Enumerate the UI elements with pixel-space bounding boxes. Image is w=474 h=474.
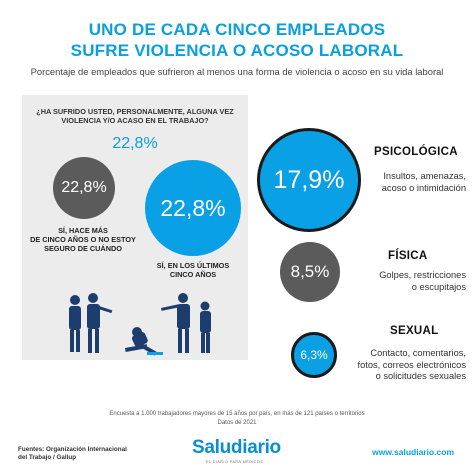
seated-figure-center	[125, 327, 157, 356]
workplace-harassment-illustration	[69, 293, 211, 356]
psychological-desc-line-1: Insultos, amenazas,	[383, 171, 466, 181]
sources-line-2: del Trabajo / Gallup	[18, 454, 77, 461]
physical-label: FÍSICA	[388, 250, 428, 262]
recent-bubble: 22,8%	[145, 160, 241, 256]
recent-caption-line-1: SÍ, EN LOS ÚLTIMOS	[156, 261, 230, 270]
physical-value: 8,5%	[290, 262, 330, 281]
survey-question: ¿HA SUFRIDO USTED, PERSONALMENTE, ALGUNA…	[30, 107, 240, 125]
sexual-value: 6,3%	[300, 348, 328, 362]
sources: Fuentes: Organización Internacional del …	[18, 446, 127, 462]
sources-line-1: Fuentes: Organización Internacional	[18, 446, 127, 453]
sexual-label: SEXUAL	[390, 325, 439, 337]
survey-note-line-1: Encuesta a 1.000 trabajadores mayores de…	[109, 411, 365, 417]
past-bubble: 22,8%	[53, 157, 115, 219]
sexual-desc-line-2: fotos, correos electrónicos	[357, 359, 466, 370]
website-url: www.saludiario.com	[372, 447, 454, 457]
title-line-2: SUFRE VIOLENCIA O ACOSO LABORAL	[70, 41, 404, 60]
psychological-value: 17,9%	[273, 165, 345, 194]
recent-caption: SÍ, EN LOS ÚLTIMOS CINCO AÑOS	[140, 261, 246, 279]
subtitle: Porcentaje de empleados que sufrieron al…	[30, 66, 444, 77]
past-caption-line-3: SEGURO DE CUÁNDO	[44, 244, 122, 253]
sexual-bubble: 6,3%	[291, 332, 337, 378]
recent-caption-line-2: CINCO AÑOS	[169, 270, 217, 279]
past-value: 22,8%	[61, 179, 107, 196]
past-caption-line-2: DE CINCO AÑOS O NO ESTOY	[30, 235, 136, 244]
document-icon	[147, 352, 163, 355]
saludiario-logo: Saludiario	[192, 437, 281, 458]
physical-bubble: 8,5%	[280, 242, 340, 302]
standing-figure-left-2	[87, 293, 113, 353]
standing-figure-right-2	[200, 301, 211, 353]
sexual-desc-line-3: o solicitudes sexuales	[375, 371, 466, 381]
question-line-1: ¿HA SUFRIDO USTED, PERSONALMENTE, ALGUNA…	[36, 107, 234, 116]
physical-desc-line-2: o escupitajos	[411, 281, 466, 292]
standing-figure-right-1	[161, 293, 190, 353]
sexual-desc-line-1: Contacto, comentarios,	[370, 348, 466, 358]
total-value: 22,8%	[112, 135, 158, 152]
question-line-2: VIOLENCIA Y/O ACASO EN EL TRABAJO?	[61, 116, 209, 125]
physical-desc-line-1: Golpes, restricciones	[379, 270, 466, 280]
standing-figure-left-1	[69, 295, 81, 352]
sexual-description: Contacto, comentarios, fotos, correos el…	[345, 348, 474, 383]
recent-value: 22,8%	[160, 194, 226, 221]
psychological-description: Insultos, amenazas, acoso o intimidación	[350, 171, 474, 194]
past-caption-line-1: SÍ, HACE MÁS	[58, 226, 108, 235]
logo-tagline: EL DIARIO PARA MÉDICOS	[206, 460, 264, 464]
psychological-desc-line-2: acoso o intimidación	[381, 182, 466, 193]
physical-description: Golpes, restricciones o escupitajos	[350, 270, 474, 293]
psychological-label: PSICOLÓGICA	[374, 146, 458, 158]
past-caption: SÍ, HACE MÁS DE CINCO AÑOS O NO ESTOY SE…	[24, 226, 142, 253]
survey-note-line-2: Datos de 2021	[217, 419, 257, 426]
survey-note: Encuesta a 1.000 trabajadores mayores de…	[0, 410, 474, 427]
title-line-1: UNO DE CADA CINCO EMPLEADOS	[88, 20, 386, 39]
psychological-bubble: 17,9%	[257, 128, 361, 232]
